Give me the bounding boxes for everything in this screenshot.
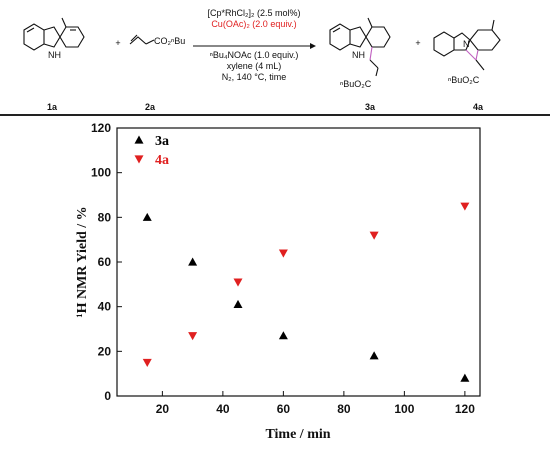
x-tick-label: 80 bbox=[337, 402, 351, 416]
x-tick-label: 100 bbox=[394, 402, 414, 416]
reaction-arrowhead bbox=[310, 43, 316, 49]
y-axis-title: ¹H NMR Yield / % bbox=[75, 206, 90, 317]
data-point-3a bbox=[233, 299, 243, 309]
structure-2a bbox=[129, 34, 155, 45]
compound-label-4a: 4a bbox=[473, 102, 484, 112]
data-points bbox=[142, 202, 470, 382]
compound-label-3a: 3a bbox=[365, 102, 376, 112]
nh-label-3a: NH bbox=[352, 50, 365, 60]
legend-marker-4a bbox=[134, 155, 144, 164]
data-point-3a bbox=[460, 373, 470, 382]
data-point-3a bbox=[278, 331, 288, 340]
reaction-scheme: NH 1a + CO₂ⁿBu 2a [Cp*RhCl₂]₂ (2.5 mol%)… bbox=[0, 8, 550, 116]
x-tick-label: 60 bbox=[277, 402, 291, 416]
y-tick-label: 80 bbox=[98, 210, 112, 224]
compound-label-1a: 1a bbox=[47, 102, 58, 112]
plus-sign-2: + bbox=[415, 38, 420, 48]
data-point-4a bbox=[142, 358, 152, 367]
y-tick-label: 60 bbox=[98, 255, 112, 269]
x-tick-label: 40 bbox=[216, 402, 230, 416]
ester-label-4a: ⁿBuO₂C bbox=[448, 75, 480, 85]
plus-sign-1: + bbox=[115, 38, 120, 48]
data-point-4a bbox=[369, 231, 379, 240]
condition-line: xylene (4 mL) bbox=[227, 61, 282, 71]
data-point-3a bbox=[188, 257, 198, 266]
structure-4a bbox=[433, 19, 501, 71]
data-point-4a bbox=[233, 278, 243, 287]
condition-line: [Cp*RhCl₂]₂ (2.5 mol%) bbox=[207, 8, 300, 18]
ester-label-2a: CO₂ⁿBu bbox=[154, 36, 185, 46]
y-tick-label: 0 bbox=[104, 389, 111, 403]
legend-label-4a: 4a bbox=[155, 153, 169, 168]
n-label-4a: N bbox=[463, 39, 470, 49]
y-tick-label: 20 bbox=[98, 344, 112, 358]
structure-3a bbox=[329, 17, 391, 77]
nh-label-1a: NH bbox=[48, 50, 61, 60]
y-tick-label: 120 bbox=[91, 121, 111, 135]
structure-1a bbox=[23, 17, 85, 51]
compound-label-2a: 2a bbox=[145, 102, 156, 112]
y-tick-label: 100 bbox=[91, 166, 111, 180]
data-point-4a bbox=[460, 202, 470, 211]
plot-frame bbox=[116, 127, 481, 397]
x-tick-label: 20 bbox=[156, 402, 170, 416]
y-axis: 0 20 40 60 80 100 120 bbox=[91, 121, 122, 403]
condition-line: Cu(OAc)₂ (2.0 equiv.) bbox=[211, 19, 296, 29]
data-point-4a bbox=[188, 332, 198, 341]
y-tick-label: 40 bbox=[98, 300, 112, 314]
legend-label-3a: 3a bbox=[155, 134, 169, 149]
data-point-3a bbox=[369, 351, 379, 360]
x-tick-label: 120 bbox=[455, 402, 475, 416]
legend-marker-3a bbox=[134, 135, 144, 144]
data-point-4a bbox=[278, 249, 288, 258]
condition-line: N₂, 140 °C, time bbox=[222, 72, 287, 82]
x-axis-title: Time / min bbox=[265, 427, 330, 442]
data-point-3a bbox=[142, 212, 152, 221]
ester-label-3a: ⁿBuO₂C bbox=[340, 79, 372, 89]
condition-line: ⁿBu₄NOAc (1.0 equiv.) bbox=[210, 50, 299, 60]
x-axis: 20 40 60 80 100 120 bbox=[156, 391, 475, 416]
reaction-conditions: [Cp*RhCl₂]₂ (2.5 mol%)Cu(OAc)₂ (2.0 equi… bbox=[207, 8, 300, 82]
